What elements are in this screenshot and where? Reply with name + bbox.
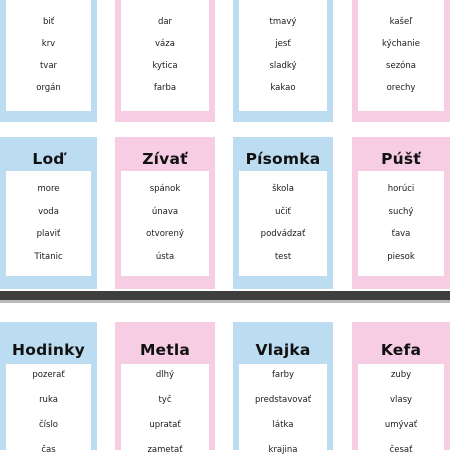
- card-word-panel: [6, 0, 91, 111]
- card-word: dar: [157, 17, 173, 27]
- card-word: test: [274, 251, 292, 262]
- word-card: Hodinky pozerať ruka číslo čas: [0, 322, 97, 455]
- card-word: umývať: [384, 420, 418, 430]
- word-card: dar váza kytica farba: [115, 0, 215, 122]
- card-title: Metla: [139, 341, 191, 359]
- card-word: tyč: [158, 395, 172, 405]
- word-card: kašeľ kýchanie sezóna orechy: [352, 0, 450, 122]
- card-word-panel: [121, 364, 209, 450]
- card-word: horúci: [387, 184, 415, 194]
- card-word: Titanic: [34, 251, 63, 262]
- card-word: číslo: [38, 420, 59, 430]
- word-card: tmavý jesť sladký kakao: [233, 0, 333, 122]
- card-word: škola: [272, 184, 294, 194]
- card-word-panel: [358, 364, 444, 450]
- word-card: Kefa zuby vlasy umývať česať: [352, 322, 450, 455]
- card-title: Kefa: [380, 341, 422, 359]
- card-word: kakao: [270, 83, 296, 93]
- card-word: učiť: [275, 206, 291, 217]
- card-word-panel: [121, 0, 209, 111]
- card-word: kašeľ: [389, 17, 413, 27]
- card-word: kýchanie: [382, 39, 420, 49]
- word-card: biť krv tvar orgán: [0, 0, 97, 122]
- card-word-panel: [239, 0, 327, 111]
- card-word-panel: [358, 0, 444, 111]
- card-word: orechy: [386, 83, 416, 93]
- card-word: orgán: [36, 83, 61, 93]
- card-word: zuby: [390, 370, 412, 380]
- card-title: Púšť: [381, 150, 421, 168]
- card-word: ústa: [155, 251, 175, 262]
- word-card: Zívať spánok únava otvorený ústa: [115, 137, 215, 289]
- card-word: plaviť: [36, 229, 61, 239]
- card-word-panel: [121, 171, 209, 276]
- card-word: sladký: [269, 61, 297, 71]
- card-word-panel: [6, 171, 91, 276]
- card-word: suchý: [388, 206, 414, 217]
- word-card: Loď more voda plaviť Titanic: [0, 137, 97, 289]
- card-word: kytica: [152, 61, 178, 71]
- card-word: podvádzať: [260, 229, 306, 239]
- card-title: Hodinky: [12, 341, 85, 359]
- word-card: Púšť horúci suchý ťava piesok: [352, 137, 450, 289]
- card-word: piesok: [387, 251, 415, 262]
- card-word: ťava: [391, 229, 411, 239]
- card-word: farby: [271, 370, 295, 380]
- word-card: Vlajka farby predstavovať látka krajina: [233, 322, 333, 455]
- card-word: ruka: [39, 395, 58, 405]
- card-title: Loď: [32, 150, 65, 168]
- card-word: spánok: [149, 184, 181, 194]
- page-divider: [0, 291, 450, 300]
- card-word: tmavý: [269, 17, 297, 27]
- card-word: predstavovať: [254, 395, 312, 405]
- card-word: upratať: [149, 420, 181, 430]
- card-word: sezóna: [386, 61, 416, 71]
- word-card: Písomka škola učiť podvádzať test: [233, 137, 333, 289]
- card-word: farba: [153, 83, 177, 93]
- card-word: dlhý: [155, 370, 175, 380]
- card-word: tvar: [39, 61, 58, 71]
- card-word: biť: [42, 17, 55, 27]
- card-word: krajina: [268, 445, 298, 455]
- card-word-panel: [6, 364, 91, 450]
- card-word: zametať: [147, 445, 183, 455]
- card-word: voda: [38, 206, 59, 217]
- card-word: krv: [41, 39, 56, 49]
- card-title: Zívať: [142, 150, 188, 168]
- card-title: Písomka: [245, 150, 321, 168]
- card-word-panel: [239, 171, 327, 276]
- card-word: pozerať: [32, 370, 65, 380]
- card-word: únava: [151, 206, 179, 217]
- word-card: Metla dlhý tyč upratať zametať: [115, 322, 215, 455]
- card-word: more: [37, 184, 60, 194]
- card-word: česať: [389, 445, 413, 455]
- page-divider-shadow: [0, 300, 450, 303]
- card-word: vlasy: [389, 395, 413, 405]
- card-word: váza: [155, 39, 175, 49]
- card-title: Vlajka: [255, 341, 311, 359]
- card-word: jesť: [275, 39, 291, 49]
- card-word: čas: [41, 445, 56, 455]
- card-word-panel: [239, 364, 327, 450]
- card-word: látka: [272, 420, 294, 430]
- card-word: otvorený: [146, 229, 184, 239]
- card-word-panel: [358, 171, 444, 276]
